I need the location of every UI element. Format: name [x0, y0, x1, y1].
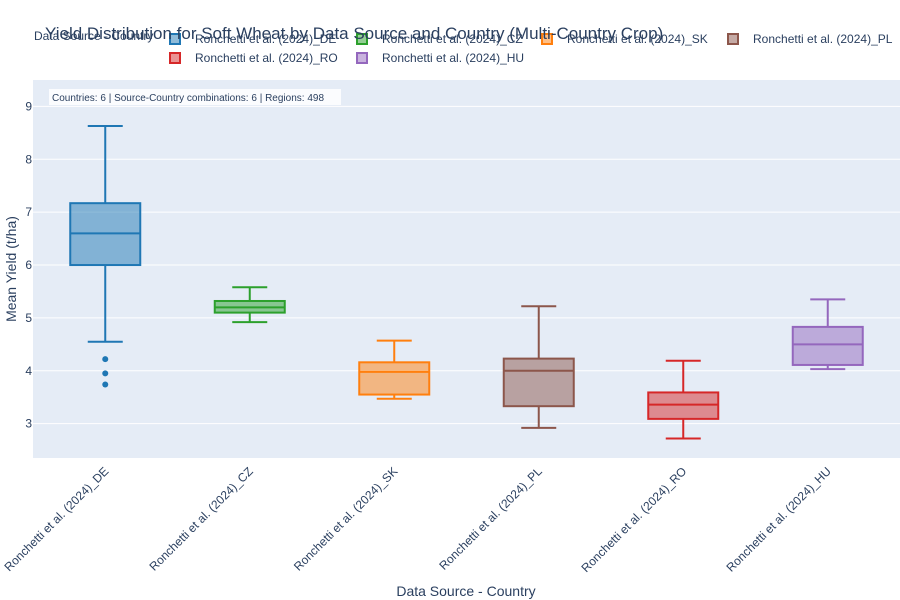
x-tick-labels: Ronchetti et al. (2024)_DE Ronchetti et a…: [1, 464, 833, 575]
plot-area: [33, 80, 900, 458]
y-tick-label-5: 5: [25, 311, 32, 325]
grid-lines: [33, 105, 900, 425]
legend-label: Ronchetti et al. (2024)_RO: [195, 51, 338, 65]
y-tick-label-9: 9: [25, 99, 32, 113]
chart-title: Yield Distribution for Soft Wheat by Dat…: [45, 24, 664, 43]
box-5: [647, 359, 720, 440]
legend-swatch: [727, 33, 739, 45]
interquartile-box: [502, 357, 575, 408]
box-2: [213, 286, 286, 324]
legend-swatch: [356, 33, 368, 45]
legend-label: Ronchetti et al. (2024)_PL: [753, 32, 893, 46]
y-tick-label-8: 8: [25, 152, 32, 166]
x-tick-label-3: Ronchetti et al. (2024)_SK: [291, 464, 400, 573]
legend-item-3[interactable]: Ronchetti et al. (2024)_SK: [541, 32, 708, 46]
legend-label: Ronchetti et al. (2024)_SK: [567, 32, 708, 46]
x-tick-label-5: Ronchetti et al. (2024)_RO: [579, 464, 690, 575]
x-tick-label-2: Ronchetti et al. (2024)_CZ: [146, 464, 255, 573]
legend-label: Ronchetti et al. (2024)_DE: [195, 32, 337, 46]
outlier-point: [102, 370, 109, 377]
interquartile-box: [791, 325, 864, 366]
legend-title: Data Source - Country: [34, 29, 154, 43]
x-tick-label-6: Ronchetti et al. (2024)_HU: [724, 464, 834, 574]
legend-label: Ronchetti et al. (2024)_HU: [382, 51, 525, 65]
y-axis-title: Mean Yield (t/ha): [3, 216, 19, 322]
box-3: [358, 339, 431, 400]
legend-item-6[interactable]: Ronchetti et al. (2024)_HU: [356, 51, 524, 65]
y-tick-labels: 3 4 5 6 7 8 9: [25, 99, 32, 430]
outlier-point: [102, 356, 109, 363]
y-tick-label-3: 3: [25, 417, 32, 431]
y-tick-label-7: 7: [25, 205, 32, 219]
interquartile-box: [647, 391, 720, 420]
x-axis-title: Data Source - Country: [396, 583, 535, 599]
box-4: [502, 305, 575, 429]
outlier-point: [102, 381, 109, 388]
legend: Data Source - Country Ronchetti et al. (…: [0, 0, 900, 80]
y-tick-label-6: 6: [25, 258, 32, 272]
boxes-group: [69, 124, 864, 440]
interquartile-box: [358, 361, 431, 396]
x-tick-label-1: Ronchetti et al. (2024)_DE: [1, 464, 111, 574]
legend-item-2[interactable]: Ronchetti et al. (2024)_CZ: [356, 32, 523, 46]
box-1: [69, 124, 142, 388]
legend-swatch: [541, 33, 553, 45]
y-tick-label-4: 4: [25, 364, 32, 378]
legend-swatch: [356, 52, 368, 64]
legend-label: Ronchetti et al. (2024)_CZ: [382, 32, 523, 46]
annotation-text: Countries: 6 | Source-Country combinatio…: [52, 93, 324, 104]
legend-item-4[interactable]: Ronchetti et al. (2024)_PL: [727, 32, 892, 46]
legend-item-5[interactable]: Ronchetti et al. (2024)_RO: [169, 51, 338, 65]
legend-swatch: [169, 33, 181, 45]
annotation-background: [49, 89, 341, 105]
box-6: [791, 298, 864, 371]
x-tick-label-4: Ronchetti et al. (2024)_PL: [436, 464, 545, 573]
legend-swatch: [169, 52, 181, 64]
legend-item-1[interactable]: Ronchetti et al. (2024)_DE: [169, 32, 336, 46]
